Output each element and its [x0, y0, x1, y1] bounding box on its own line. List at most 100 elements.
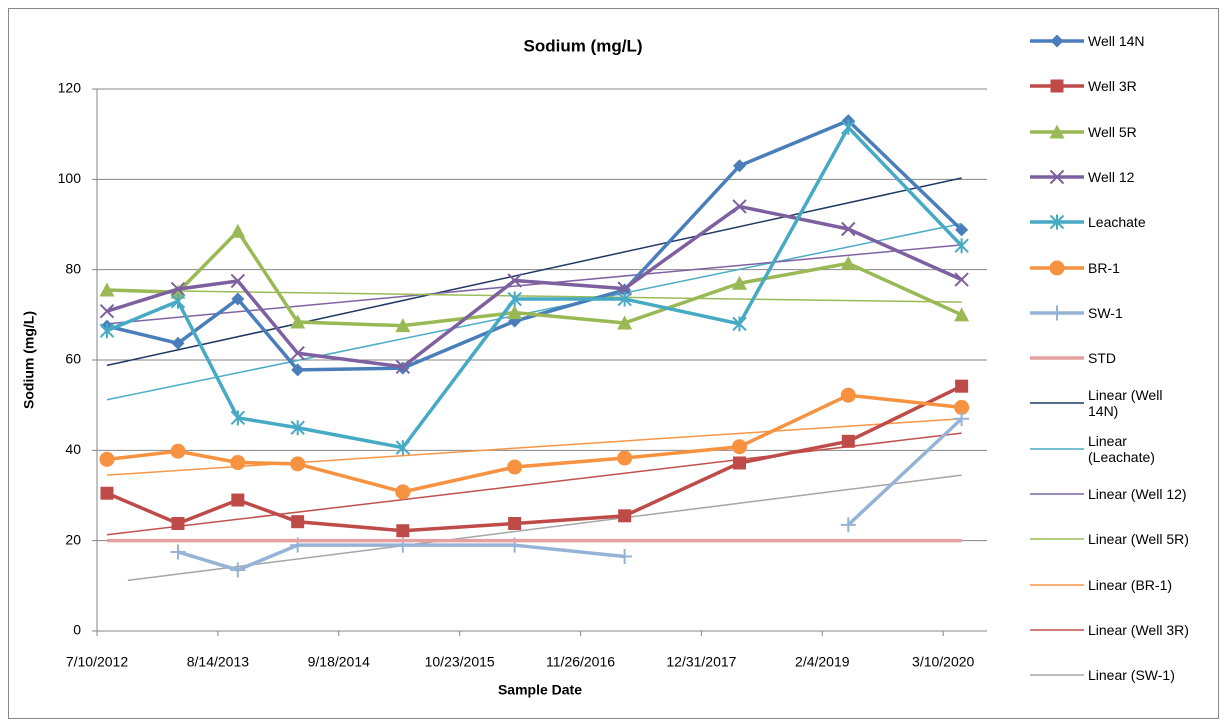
trendline [106, 177, 962, 367]
marker [955, 223, 969, 237]
legend-symbol [1030, 260, 1084, 275]
x-tick-label: 2/4/2019 [795, 654, 850, 670]
trendline [106, 432, 962, 536]
marker [841, 434, 855, 448]
chart-title: Sodium (mg/L) [524, 36, 643, 55]
trendline [106, 289, 962, 303]
x-tick-label: 3/10/2020 [912, 654, 974, 670]
marker [731, 275, 747, 290]
legend-label: Well 3R [1088, 78, 1137, 95]
x-tick-label: 9/18/2014 [308, 654, 370, 670]
marker [231, 493, 245, 507]
marker [170, 281, 186, 297]
legend-label: BR-1 [1088, 259, 1120, 276]
legend-label: Linear (Well 14N) [1088, 387, 1163, 420]
legend-symbol [1030, 34, 1084, 48]
marker [954, 272, 969, 287]
marker [1049, 260, 1065, 275]
legend-item: SW-1 [1030, 291, 1196, 335]
x-tick-label: 7/10/2012 [66, 654, 128, 670]
series-line [106, 393, 962, 494]
legend-label: Linear (Leachate) [1088, 432, 1155, 465]
marker [954, 307, 970, 322]
marker [395, 359, 411, 374]
marker [841, 221, 856, 237]
marker [507, 459, 523, 475]
y-tick-label: 60 [65, 351, 81, 367]
legend-symbol [1030, 538, 1084, 541]
marker [230, 273, 246, 289]
trendline [106, 417, 962, 476]
legend-label: Well 5R [1088, 123, 1137, 140]
marker [954, 411, 970, 427]
marker [170, 293, 186, 309]
trendline [106, 222, 962, 401]
y-tick-label: 0 [73, 622, 81, 638]
legend-item: Well 14N [1030, 19, 1196, 63]
x-tick-label: 11/26/2016 [546, 654, 615, 670]
series-line [106, 204, 963, 369]
marker [1050, 34, 1064, 48]
marker [732, 316, 747, 332]
marker [171, 517, 185, 531]
series-line [106, 118, 963, 372]
marker [507, 273, 522, 288]
legend-symbol [1030, 629, 1084, 631]
legend-item: STD [1030, 336, 1196, 380]
legend-item: Well 3R [1030, 64, 1196, 108]
marker [732, 159, 746, 173]
marker [1049, 214, 1065, 230]
series-line [847, 417, 963, 527]
y-tick-label: 20 [65, 531, 81, 547]
x-tick-label: 10/23/2015 [425, 654, 495, 670]
marker [395, 318, 411, 333]
marker [100, 486, 114, 500]
marker [507, 305, 523, 320]
marker [954, 238, 969, 254]
x-tick-label: 8/14/2013 [187, 654, 249, 670]
marker [230, 562, 246, 578]
legend-symbol [1030, 493, 1084, 495]
legend-label: Linear (Well 3R) [1088, 621, 1189, 638]
legend-label: Leachate [1088, 214, 1146, 231]
marker [230, 455, 246, 471]
marker [955, 379, 969, 393]
marker [1049, 124, 1065, 139]
marker [231, 292, 245, 306]
marker [290, 346, 305, 361]
legend-symbol [1030, 305, 1084, 321]
marker [954, 399, 970, 415]
legend-label: Well 14N [1088, 33, 1145, 49]
legend-label: STD [1088, 350, 1116, 367]
legend-item: Linear (Well 12) [1030, 472, 1196, 516]
legend-item: Linear (SW-1) [1030, 653, 1196, 697]
marker [618, 509, 632, 523]
legend-label: SW-1 [1088, 304, 1123, 321]
legend-label: Linear (BR-1) [1088, 576, 1173, 593]
marker [99, 323, 115, 339]
marker [841, 119, 856, 135]
series-line [177, 543, 625, 572]
marker [617, 315, 633, 330]
marker [290, 314, 306, 329]
marker [170, 544, 186, 560]
marker [395, 440, 411, 456]
marker [170, 284, 186, 299]
legend-item: Well 5R [1030, 110, 1196, 154]
marker [840, 517, 856, 533]
marker [617, 548, 633, 564]
marker [170, 443, 186, 459]
marker [617, 291, 632, 307]
marker [290, 420, 305, 436]
legend-item: Linear (Well 14N) [1030, 381, 1196, 425]
marker [1049, 169, 1065, 185]
marker [395, 484, 411, 500]
marker [840, 387, 856, 403]
series-line [106, 125, 963, 450]
y-tick-label: 120 [58, 80, 82, 96]
y-axis-title: Sodium (mg/L) [21, 311, 37, 409]
x-tick-label: 12/31/2017 [666, 654, 736, 670]
legend-item: Linear (Well 3R) [1030, 608, 1196, 652]
